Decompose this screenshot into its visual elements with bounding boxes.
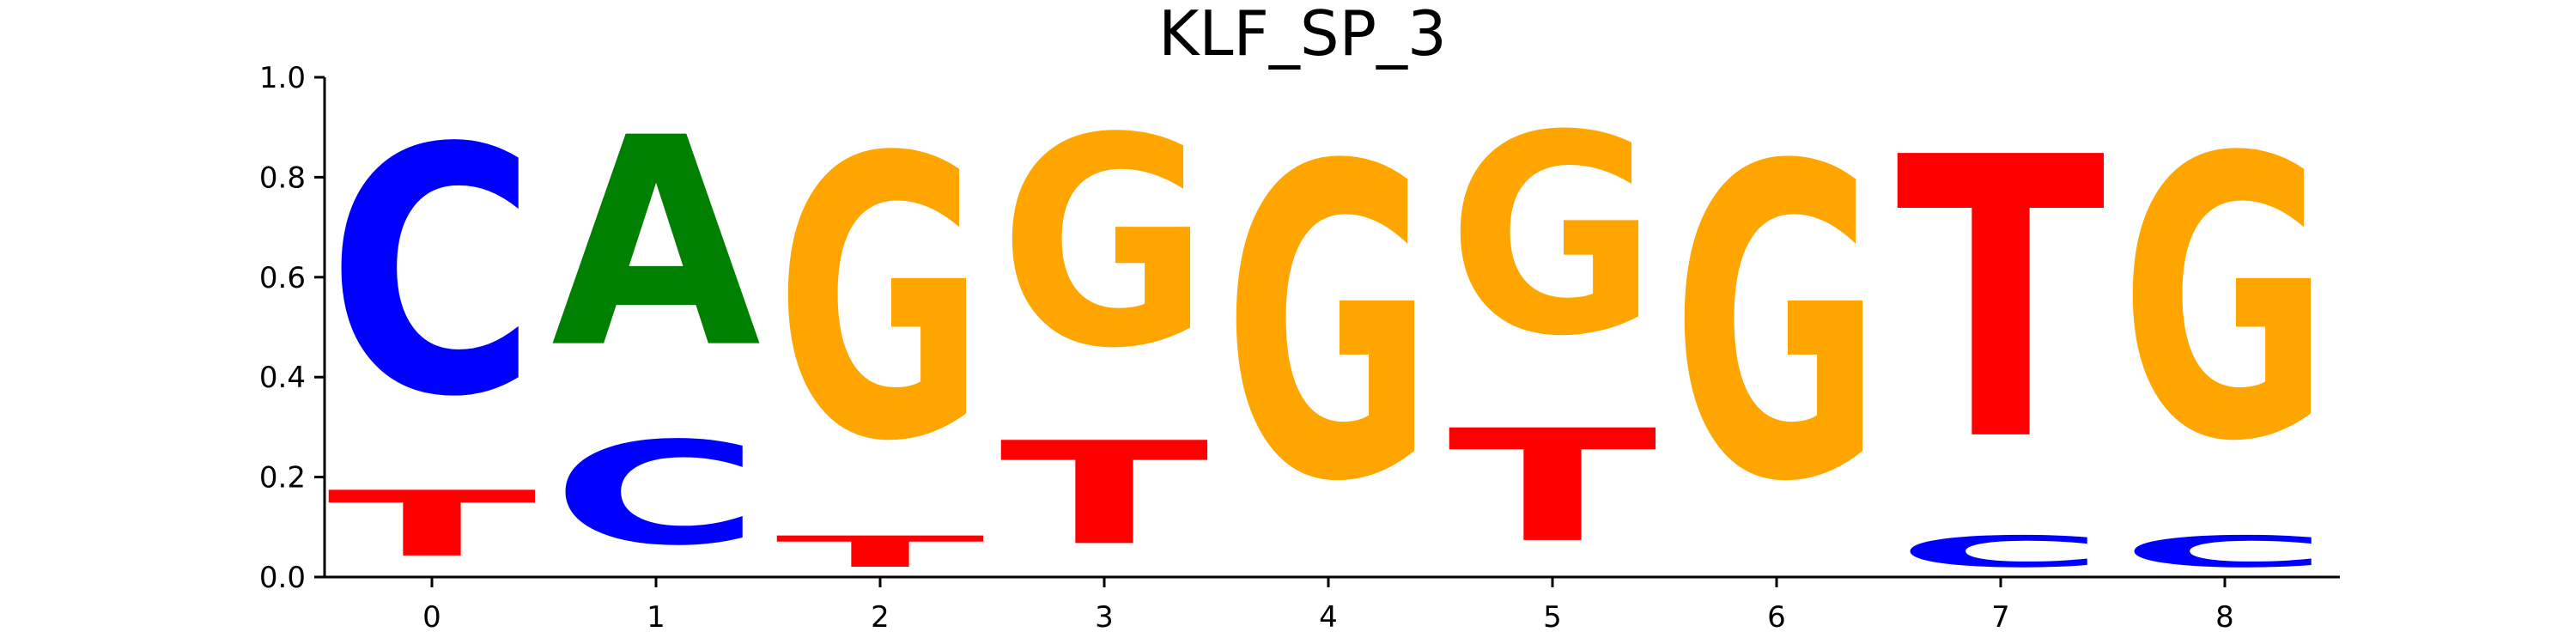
x-tick-label: 5	[1543, 600, 1562, 635]
x-tick-label: 0	[422, 600, 441, 635]
letter-G-pos-5: G	[1448, 76, 1657, 396]
y-tick-label: 0.0	[259, 561, 306, 595]
letter-A-pos-1: A	[551, 76, 762, 411]
letter-G-pos-2: G	[775, 76, 985, 526]
y-tick-label: 0.6	[259, 261, 306, 295]
letter-G-pos-8: G	[2120, 76, 2330, 526]
x-tick-label: 6	[1767, 600, 1786, 635]
letter-G-pos-3: G	[999, 76, 1209, 411]
letter-C-pos-7: C	[1896, 527, 2105, 577]
y-tick-label: 0.2	[259, 461, 306, 495]
y-tick-label: 1.0	[259, 61, 306, 95]
letter-G-pos-6: G	[1672, 76, 1881, 575]
x-tick-label: 3	[1095, 600, 1114, 635]
letter-T-pos-3: T	[999, 412, 1211, 577]
letter-G-pos-4: G	[1224, 76, 1433, 575]
y-tick-label: 0.8	[259, 161, 306, 195]
letter-C-pos-8: C	[2120, 527, 2330, 577]
letter-T-pos-0: T	[327, 472, 538, 577]
letter-C-pos-1: C	[551, 411, 761, 576]
x-tick-label: 7	[1991, 600, 2010, 635]
y-axis-ticks: 0.0 0.2 0.4 0.6 0.8 1.0	[259, 61, 325, 595]
letter-T-pos-5: T	[1448, 397, 1659, 577]
y-tick-label: 0.4	[259, 361, 306, 395]
axes	[323, 77, 2340, 579]
x-tick-label: 1	[647, 600, 665, 635]
letter-T-pos-7: T	[1896, 76, 2107, 526]
letter-C-pos-0: C	[327, 76, 537, 471]
x-tick-label: 2	[871, 600, 890, 635]
letter-T-pos-2: T	[775, 527, 985, 577]
x-axis-ticks: 0 1 2 3 4 5 6 7 8	[422, 577, 2234, 635]
x-tick-label: 8	[2215, 600, 2234, 635]
chart-title: KLF_SP_3	[1158, 0, 1447, 70]
x-tick-label: 4	[1319, 600, 1338, 635]
